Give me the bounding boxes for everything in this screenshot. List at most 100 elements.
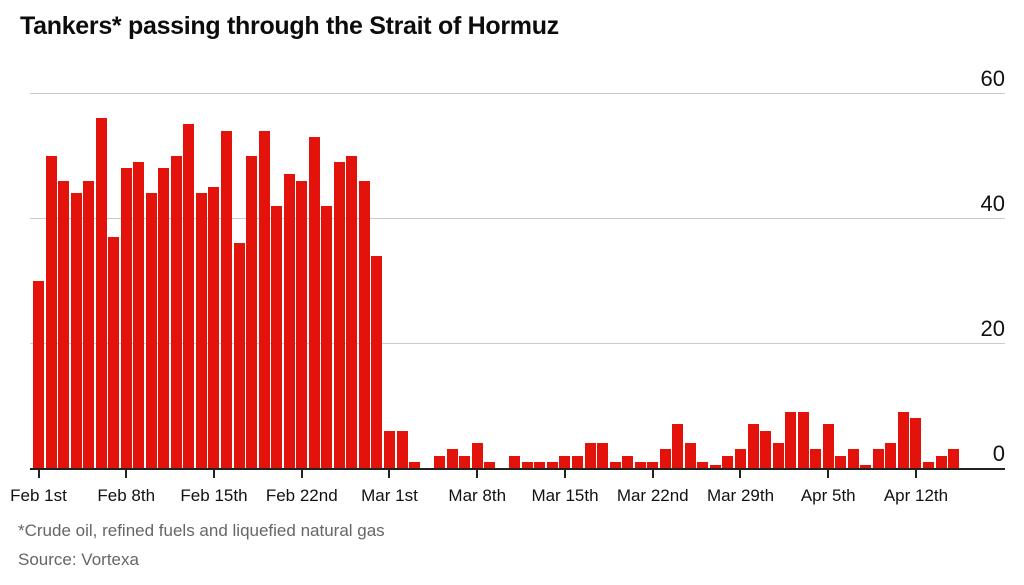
x-axis-tick (476, 470, 479, 478)
source-credit: Source: Vortexa (18, 550, 139, 569)
bar (83, 180, 95, 468)
x-axis-tick (125, 470, 128, 478)
bar (785, 411, 797, 468)
bar (271, 205, 283, 468)
bar (70, 193, 82, 468)
x-axis-line (30, 468, 1005, 470)
bar (872, 449, 884, 468)
x-axis-label: Feb 8th (97, 486, 156, 505)
x-axis-label: Mar 22nd (616, 486, 689, 505)
x-axis-label: Apr 12th (883, 486, 949, 505)
bar (183, 124, 195, 468)
bar (383, 430, 395, 468)
bar (434, 455, 446, 468)
x-axis-label: Feb 1st (10, 486, 67, 505)
bar (258, 130, 270, 468)
bar (283, 174, 295, 468)
x-axis-tick (739, 470, 742, 478)
bar (584, 443, 596, 468)
bar (572, 455, 584, 468)
x-axis-label: Mar 1st (361, 486, 418, 505)
bar (684, 443, 696, 468)
bar (609, 461, 621, 468)
bar (246, 155, 258, 468)
bar (546, 461, 558, 468)
bar (58, 180, 70, 468)
x-axis-label: Apr 5th (800, 486, 856, 505)
bar (860, 464, 872, 468)
bar (358, 180, 370, 468)
x-axis-label: Mar 15th (531, 486, 599, 505)
bar (734, 449, 746, 468)
bar (108, 236, 120, 468)
bar (333, 161, 345, 468)
y-axis-label: 40 (980, 191, 1005, 216)
x-axis-tick (827, 470, 830, 478)
bar (597, 443, 609, 468)
bar (697, 461, 709, 468)
bar (208, 186, 220, 468)
bar (885, 443, 897, 468)
bar (910, 418, 922, 468)
chart-title: Tankers* passing through the Strait of H… (20, 12, 559, 40)
x-axis-label: Mar 8th (448, 486, 507, 505)
bar (747, 424, 759, 468)
bar (221, 130, 233, 468)
gridline (30, 218, 1005, 219)
bar (471, 443, 483, 468)
bar (897, 411, 909, 468)
bar (459, 455, 471, 468)
bar (822, 424, 834, 468)
bar (647, 461, 659, 468)
footnote: *Crude oil, refined fuels and liquefied … (18, 521, 385, 540)
x-axis-label: Mar 29th (706, 486, 775, 505)
bar (346, 155, 358, 468)
x-axis-label: Feb 22nd (265, 486, 338, 505)
y-axis-label: 20 (980, 316, 1005, 341)
bar (835, 455, 847, 468)
bar (170, 155, 182, 468)
bar (709, 464, 721, 468)
bar (45, 155, 57, 468)
bar (296, 180, 308, 468)
bar (722, 455, 734, 468)
x-axis-tick (563, 470, 566, 478)
bar (145, 193, 157, 468)
bar (847, 449, 859, 468)
x-axis-tick (914, 470, 917, 478)
bar (559, 455, 571, 468)
x-axis-label: Feb 15th (180, 486, 248, 505)
bar (308, 136, 320, 468)
y-axis-label: 60 (980, 66, 1005, 91)
bar (233, 243, 245, 468)
bar (797, 411, 809, 468)
bar (772, 443, 784, 468)
bar (672, 424, 684, 468)
bar (810, 449, 822, 468)
bar (446, 449, 458, 468)
bar (95, 118, 107, 468)
x-axis-tick (300, 470, 303, 478)
bar (935, 455, 947, 468)
bar (948, 449, 960, 468)
bar (195, 193, 207, 468)
bar (509, 455, 521, 468)
gridline (30, 93, 1005, 94)
x-axis-tick (388, 470, 391, 478)
gridline (30, 343, 1005, 344)
bar (371, 255, 383, 468)
bar (659, 449, 671, 468)
x-axis-tick (37, 470, 40, 478)
bar (760, 430, 772, 468)
y-axis-label: 0 (992, 441, 1005, 466)
bar (158, 168, 170, 468)
bar (622, 455, 634, 468)
bar (634, 461, 646, 468)
bar (534, 461, 546, 468)
bar (923, 461, 935, 468)
bar (120, 168, 132, 468)
bar (133, 161, 145, 468)
x-axis-tick (212, 470, 215, 478)
